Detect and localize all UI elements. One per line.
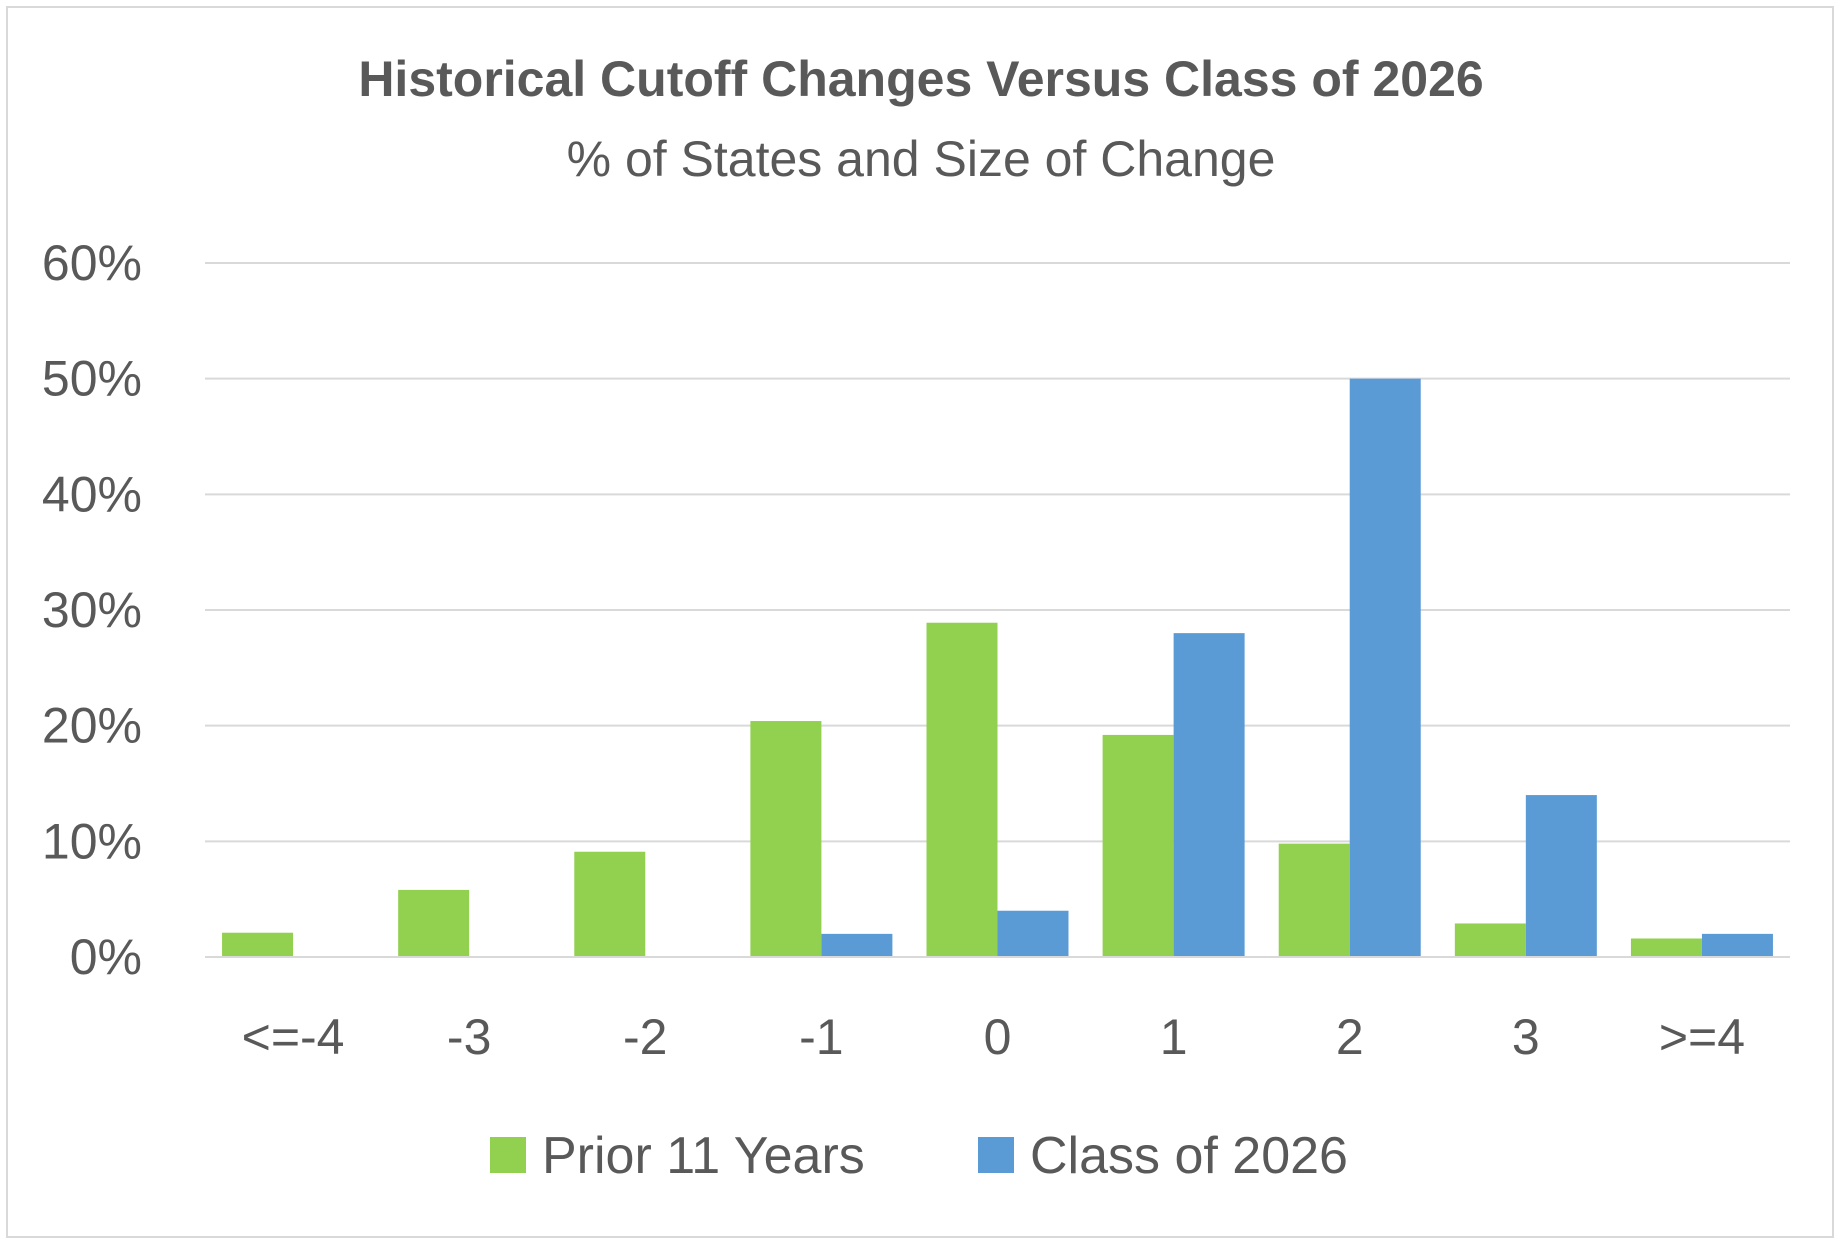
legend-swatch — [490, 1137, 526, 1173]
bar-class-of-2026-8 — [1701, 933, 1773, 957]
bar-prior-11-years-2 — [574, 851, 646, 957]
y-tick-label: 0% — [70, 929, 142, 985]
chart-frame — [6, 6, 1834, 1238]
bar-prior-11-years-6 — [1278, 843, 1350, 957]
y-tick-label: 10% — [42, 813, 142, 869]
bar-class-of-2026-4 — [997, 910, 1069, 957]
bar-prior-11-years-3 — [750, 721, 822, 957]
legend: Prior 11 Years Class of 2026 — [490, 1127, 1348, 1185]
bar-class-of-2026-6 — [1349, 378, 1421, 958]
bar-prior-11-years-7 — [1454, 923, 1526, 957]
x-tick-label: 0 — [984, 1009, 1012, 1065]
x-tick-label: <=-4 — [242, 1009, 345, 1065]
y-tick-label: 50% — [42, 351, 142, 407]
x-tick-label: 1 — [1160, 1009, 1188, 1065]
x-tick-label: 2 — [1336, 1009, 1364, 1065]
bar-prior-11-years-1 — [398, 889, 470, 957]
x-tick-label: -3 — [447, 1009, 491, 1065]
bar-class-of-2026-7 — [1525, 795, 1597, 957]
legend-swatch — [978, 1137, 1014, 1173]
bar-prior-11-years-4 — [926, 622, 998, 957]
y-tick-label: 20% — [42, 698, 142, 754]
bar-prior-11-years-0 — [222, 932, 294, 957]
x-tick-label: >=4 — [1659, 1009, 1745, 1065]
y-tick-label: 40% — [42, 466, 142, 522]
bar-class-of-2026-3 — [821, 933, 893, 957]
legend-label: Class of 2026 — [1030, 1127, 1348, 1185]
x-axis-ticks: <=-4 -3 -2 -1 0 1 2 3 >=4 — [242, 1009, 1745, 1065]
legend-label: Prior 11 Years — [542, 1127, 865, 1185]
bar-prior-11-years-8 — [1630, 938, 1702, 957]
bar-prior-11-years-5 — [1102, 734, 1174, 957]
x-tick-label: 3 — [1512, 1009, 1540, 1065]
chart-subtitle: % of States and Size of Change — [567, 131, 1276, 187]
y-tick-label: 60% — [42, 235, 142, 291]
bar-class-of-2026-5 — [1173, 633, 1245, 957]
y-axis-ticks: 0% 10% 20% 30% 40% 50% 60% — [42, 235, 142, 985]
x-tick-label: -2 — [623, 1009, 667, 1065]
bars — [222, 378, 1773, 958]
x-tick-label: -1 — [799, 1009, 843, 1065]
chart-title: Historical Cutoff Changes Versus Class o… — [358, 51, 1483, 107]
y-tick-label: 30% — [42, 582, 142, 638]
